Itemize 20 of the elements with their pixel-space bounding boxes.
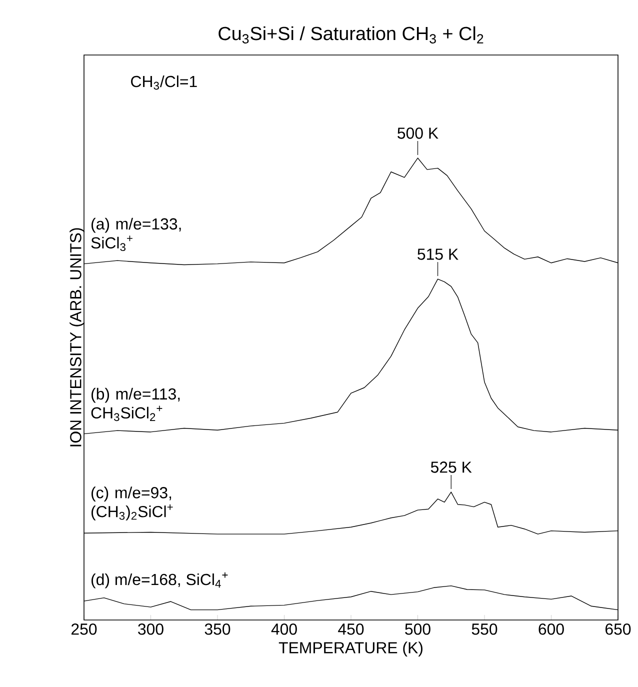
series-label: (b) m/e=113, CH$_{3}$SiCl$_{2}$+ xyxy=(91,388,180,422)
x-tick-label: 550 xyxy=(472,624,498,635)
chart-title: Cu$_{3}$Si+Si / Saturation CH$_{3}$ + Cl$_{2}$ xyxy=(218,26,484,44)
series-label: (a) m/e=133, SiCl$_{3}$+ xyxy=(91,218,181,252)
x-tick-label: 350 xyxy=(204,624,230,635)
x-tick-label: 650 xyxy=(606,624,631,635)
series-label: (c) m/e=93, (CH$_{3}$)$_{2}$SiCl$^{+}$ xyxy=(92,486,173,520)
x-tick-label: 600 xyxy=(538,624,564,635)
x-tick-label: 500 xyxy=(405,624,430,635)
y-axis-title: ION INTENSITY (ARB. UNITS) xyxy=(70,228,84,446)
annotation: 525 K xyxy=(430,462,472,473)
x-tick-label: 400 xyxy=(271,624,297,635)
text: CH$_{3}$/Cl=1 xyxy=(131,75,197,90)
series-label: (d) m/e=168, SiCl$_{4}$+ xyxy=(92,572,228,588)
x-tick-label: 250 xyxy=(72,624,97,635)
x-axis-title: TEMPERATURE (K) xyxy=(278,642,422,656)
x-tick-label: 450 xyxy=(338,624,364,635)
x-tick-label: 300 xyxy=(138,624,164,635)
annotation: 515 K xyxy=(418,248,458,260)
annotation: 500 K xyxy=(398,128,438,139)
